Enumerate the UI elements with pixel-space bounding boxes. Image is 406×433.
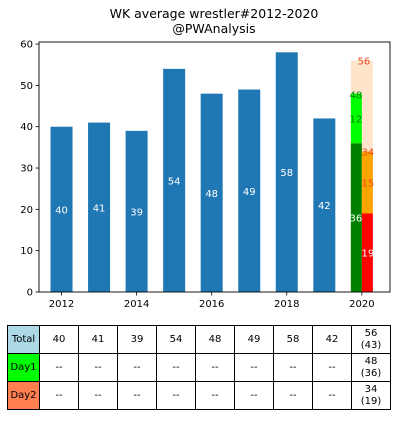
x-tick-label-2012: 2012 [49, 299, 74, 310]
table-cell: -- [156, 381, 196, 410]
bar-label-2020-total: 56 [357, 57, 370, 68]
table-cell: 40 [39, 325, 79, 354]
bar-label-2012: 40 [55, 205, 68, 216]
table-row-day1: Day1 -- -- -- -- -- -- -- -- 48 (36) [7, 353, 391, 382]
chart-title-line1: WK average wrestler#2012-2020 [110, 6, 319, 21]
table-cell: -- [117, 353, 157, 382]
y-tick-label-30: 30 [20, 164, 33, 175]
bar-2013 [88, 122, 111, 292]
table-cell: 56 (43) [351, 325, 391, 354]
table-row-total: Total 40 41 39 54 48 49 58 42 56 (43) [7, 325, 391, 354]
table-cell: 34 (19) [351, 381, 391, 410]
bar-2014 [125, 130, 148, 292]
bar-2020-day2-base [361, 213, 373, 292]
bar-label-2020-day1-base: 36 [349, 214, 362, 225]
y-tick-label-0: 0 [27, 288, 33, 299]
bar-2012 [50, 126, 73, 292]
table-cell: -- [195, 353, 235, 382]
table-row-label: Day2 [7, 381, 40, 410]
bar-2019 [313, 118, 336, 292]
table-cell: -- [195, 381, 235, 410]
table-row-label: Day1 [7, 353, 40, 382]
bar-2020-day2-increment [361, 151, 373, 214]
bar-label-2013: 41 [93, 203, 106, 214]
bar-2018 [275, 52, 298, 292]
bar-labels-layer: 40 41 39 54 48 49 58 42 56 48 12 36 34 15 19 [55, 57, 374, 260]
table-cell: 41 [78, 325, 118, 354]
bar-label-2020-day2-base: 19 [361, 249, 374, 260]
y-tick-label-10: 10 [20, 246, 33, 257]
bar-label-2015: 54 [168, 176, 181, 187]
table-cell: -- [117, 381, 157, 410]
table-cell: -- [273, 353, 313, 382]
bar-label-2014: 39 [130, 207, 143, 218]
table-cell: -- [234, 353, 274, 382]
data-table: Total 40 41 39 54 48 49 58 42 56 (43) Day1 -- -- -- --… [7, 325, 391, 410]
x-tick-label-2016: 2016 [199, 299, 224, 310]
table-cell: -- [78, 381, 118, 410]
bar-label-2020-day1: 48 [349, 91, 362, 102]
bar-label-2019: 42 [318, 201, 331, 212]
bar-label-2016: 48 [205, 189, 218, 200]
x-tick-label-2014: 2014 [124, 299, 149, 310]
bar-2020-day1-base [350, 143, 362, 292]
x-tick-label-2020: 2020 [349, 299, 374, 310]
y-tick-label-40: 40 [20, 122, 33, 133]
table-cell: 39 [117, 325, 157, 354]
y-axis: 0 10 20 30 40 50 60 [20, 40, 39, 299]
bar-label-2018: 58 [280, 168, 293, 179]
table-cell: 48 [195, 325, 235, 354]
bar-label-2020-day1-increment: 12 [349, 114, 362, 125]
table-cell: -- [39, 381, 79, 410]
bar-2020-day1-increment [350, 93, 362, 144]
table-cell: -- [78, 353, 118, 382]
x-tick-label-2018: 2018 [274, 299, 299, 310]
y-tick-label-50: 50 [20, 81, 33, 92]
bar-2017 [238, 89, 261, 292]
table-cell: -- [39, 353, 79, 382]
bar-2016 [200, 93, 223, 292]
bar-label-2020-day2-increment: 15 [361, 178, 374, 189]
table-cell: -- [273, 381, 313, 410]
bar-label-2017: 49 [243, 187, 256, 198]
table-cell: 58 [273, 325, 313, 354]
x-axis: 2012 2014 2016 2018 2020 [49, 292, 375, 310]
plot-frame [38, 41, 391, 293]
bar-2015 [163, 68, 186, 293]
chart-title-line2: @PWAnalysis [172, 21, 255, 36]
table-row-label: Total [7, 325, 40, 354]
y-tick-label-60: 60 [20, 40, 33, 51]
table-cell: 49 [234, 325, 274, 354]
table-cell: -- [234, 381, 274, 410]
table-cell: -- [312, 381, 352, 410]
table-cell: 42 [312, 325, 352, 354]
table-cell: 48 (36) [351, 353, 391, 382]
table-cell: 54 [156, 325, 196, 354]
bars-layer [50, 52, 373, 293]
bar-label-2020-day2: 34 [361, 148, 374, 159]
y-tick-label-20: 20 [20, 205, 33, 216]
table-row-day2: Day2 -- -- -- -- -- -- -- -- 34 (19) [7, 381, 391, 410]
table-cell: -- [156, 353, 196, 382]
table-cell: -- [312, 353, 352, 382]
